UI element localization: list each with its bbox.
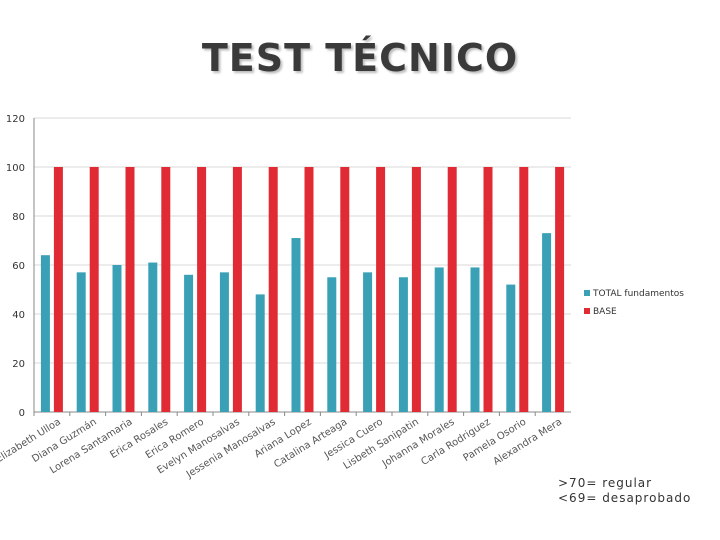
grading-note: >70= regular <69= desaprobado	[558, 476, 691, 506]
bar-total	[398, 277, 408, 412]
note-line-regular: >70= regular	[558, 476, 653, 490]
bar-base	[125, 167, 135, 412]
bar-total	[434, 267, 444, 412]
bar-base	[89, 167, 99, 412]
legend-swatch	[584, 290, 590, 296]
bar-base	[519, 167, 529, 412]
bar-total	[506, 284, 516, 412]
bar-total	[76, 272, 86, 412]
bar-total	[40, 255, 50, 412]
y-tick-label: 80	[12, 212, 25, 223]
legend-label: TOTAL fundamentos	[592, 289, 684, 299]
bar-total	[291, 238, 301, 412]
bar-base	[232, 167, 242, 412]
y-tick-label: 60	[12, 261, 25, 272]
bar-total	[219, 272, 229, 412]
bar-total	[255, 294, 265, 412]
bar-base	[555, 167, 565, 412]
bar-base	[483, 167, 493, 412]
bar-total	[542, 233, 552, 412]
bar-base	[411, 167, 421, 412]
page-title: TEST TÉCNICO	[201, 36, 519, 80]
bar-total	[470, 267, 480, 412]
bar-base	[53, 167, 63, 412]
x-category-label: Alexandra Mera	[491, 417, 564, 468]
bar-total	[112, 265, 122, 412]
legend-swatch	[584, 308, 590, 314]
bar-base	[340, 167, 350, 412]
bar-base	[447, 167, 457, 412]
note-line-failing: <69= desaprobado	[558, 491, 692, 505]
bar-base	[197, 167, 207, 412]
y-tick-label: 40	[12, 310, 25, 321]
bar-base	[304, 167, 314, 412]
y-tick-label: 0	[19, 408, 25, 419]
bar-base	[376, 167, 386, 412]
y-tick-label: 20	[12, 359, 25, 370]
bar-base	[161, 167, 171, 412]
bar-total	[184, 274, 194, 412]
bar-total	[148, 262, 158, 412]
bar-total	[363, 272, 373, 412]
y-tick-label: 120	[6, 114, 25, 125]
bar-total	[327, 277, 337, 412]
bar-base	[268, 167, 278, 412]
y-tick-label: 100	[6, 163, 25, 174]
legend-label: BASE	[593, 307, 617, 317]
